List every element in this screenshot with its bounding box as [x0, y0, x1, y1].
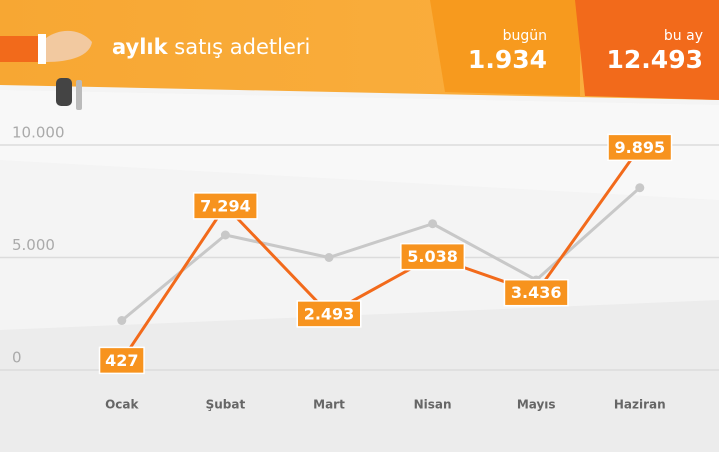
key — [76, 80, 82, 110]
y-tick-label: 10.000 — [12, 124, 65, 142]
x-tick-label: Şubat — [206, 398, 246, 412]
hand-sleeve — [0, 36, 40, 62]
background-shape — [0, 300, 719, 452]
stat-label: bugün — [503, 28, 547, 44]
value-label: 7.294 — [200, 196, 251, 215]
stat-value: 12.493 — [607, 45, 703, 74]
series-line — [120, 146, 642, 362]
value-label: 2.493 — [304, 304, 355, 323]
stat-box — [575, 0, 719, 100]
x-tick-label: Ocak — [105, 398, 139, 412]
point — [324, 253, 334, 262]
point — [117, 316, 127, 325]
stat-box — [430, 0, 580, 96]
y-tick-label: 0 — [12, 349, 22, 367]
value-label: 5.038 — [407, 247, 458, 266]
x-tick-label: Haziran — [614, 398, 666, 412]
value-label-box — [503, 278, 569, 307]
value-label-box — [296, 300, 362, 328]
hand-cuff — [38, 34, 46, 64]
value-label-box — [607, 133, 673, 162]
y-tick-label: 5.000 — [12, 236, 55, 254]
point — [635, 183, 645, 193]
stat-label: bu ay — [664, 28, 703, 44]
title-bold: aylık — [112, 35, 169, 59]
value-label: 427 — [105, 351, 138, 370]
value-label: 3.436 — [511, 283, 562, 302]
point — [428, 219, 438, 229]
x-tick-label: Mart — [313, 398, 345, 412]
value-label-box — [400, 242, 466, 271]
key-fob — [56, 78, 72, 106]
stat-value: 1.934 — [468, 45, 547, 74]
header-title: aylık satış adetleri — [112, 35, 310, 59]
value-label-box — [192, 192, 258, 220]
x-tick-label: Nisan — [414, 398, 452, 412]
series-line — [120, 186, 641, 322]
x-tick-label: Mayıs — [517, 398, 556, 412]
value-label: 9.895 — [614, 138, 665, 157]
title-text: satış adetleri — [174, 35, 310, 59]
hand — [46, 30, 92, 62]
point — [220, 230, 230, 240]
value-label-box — [98, 346, 145, 375]
